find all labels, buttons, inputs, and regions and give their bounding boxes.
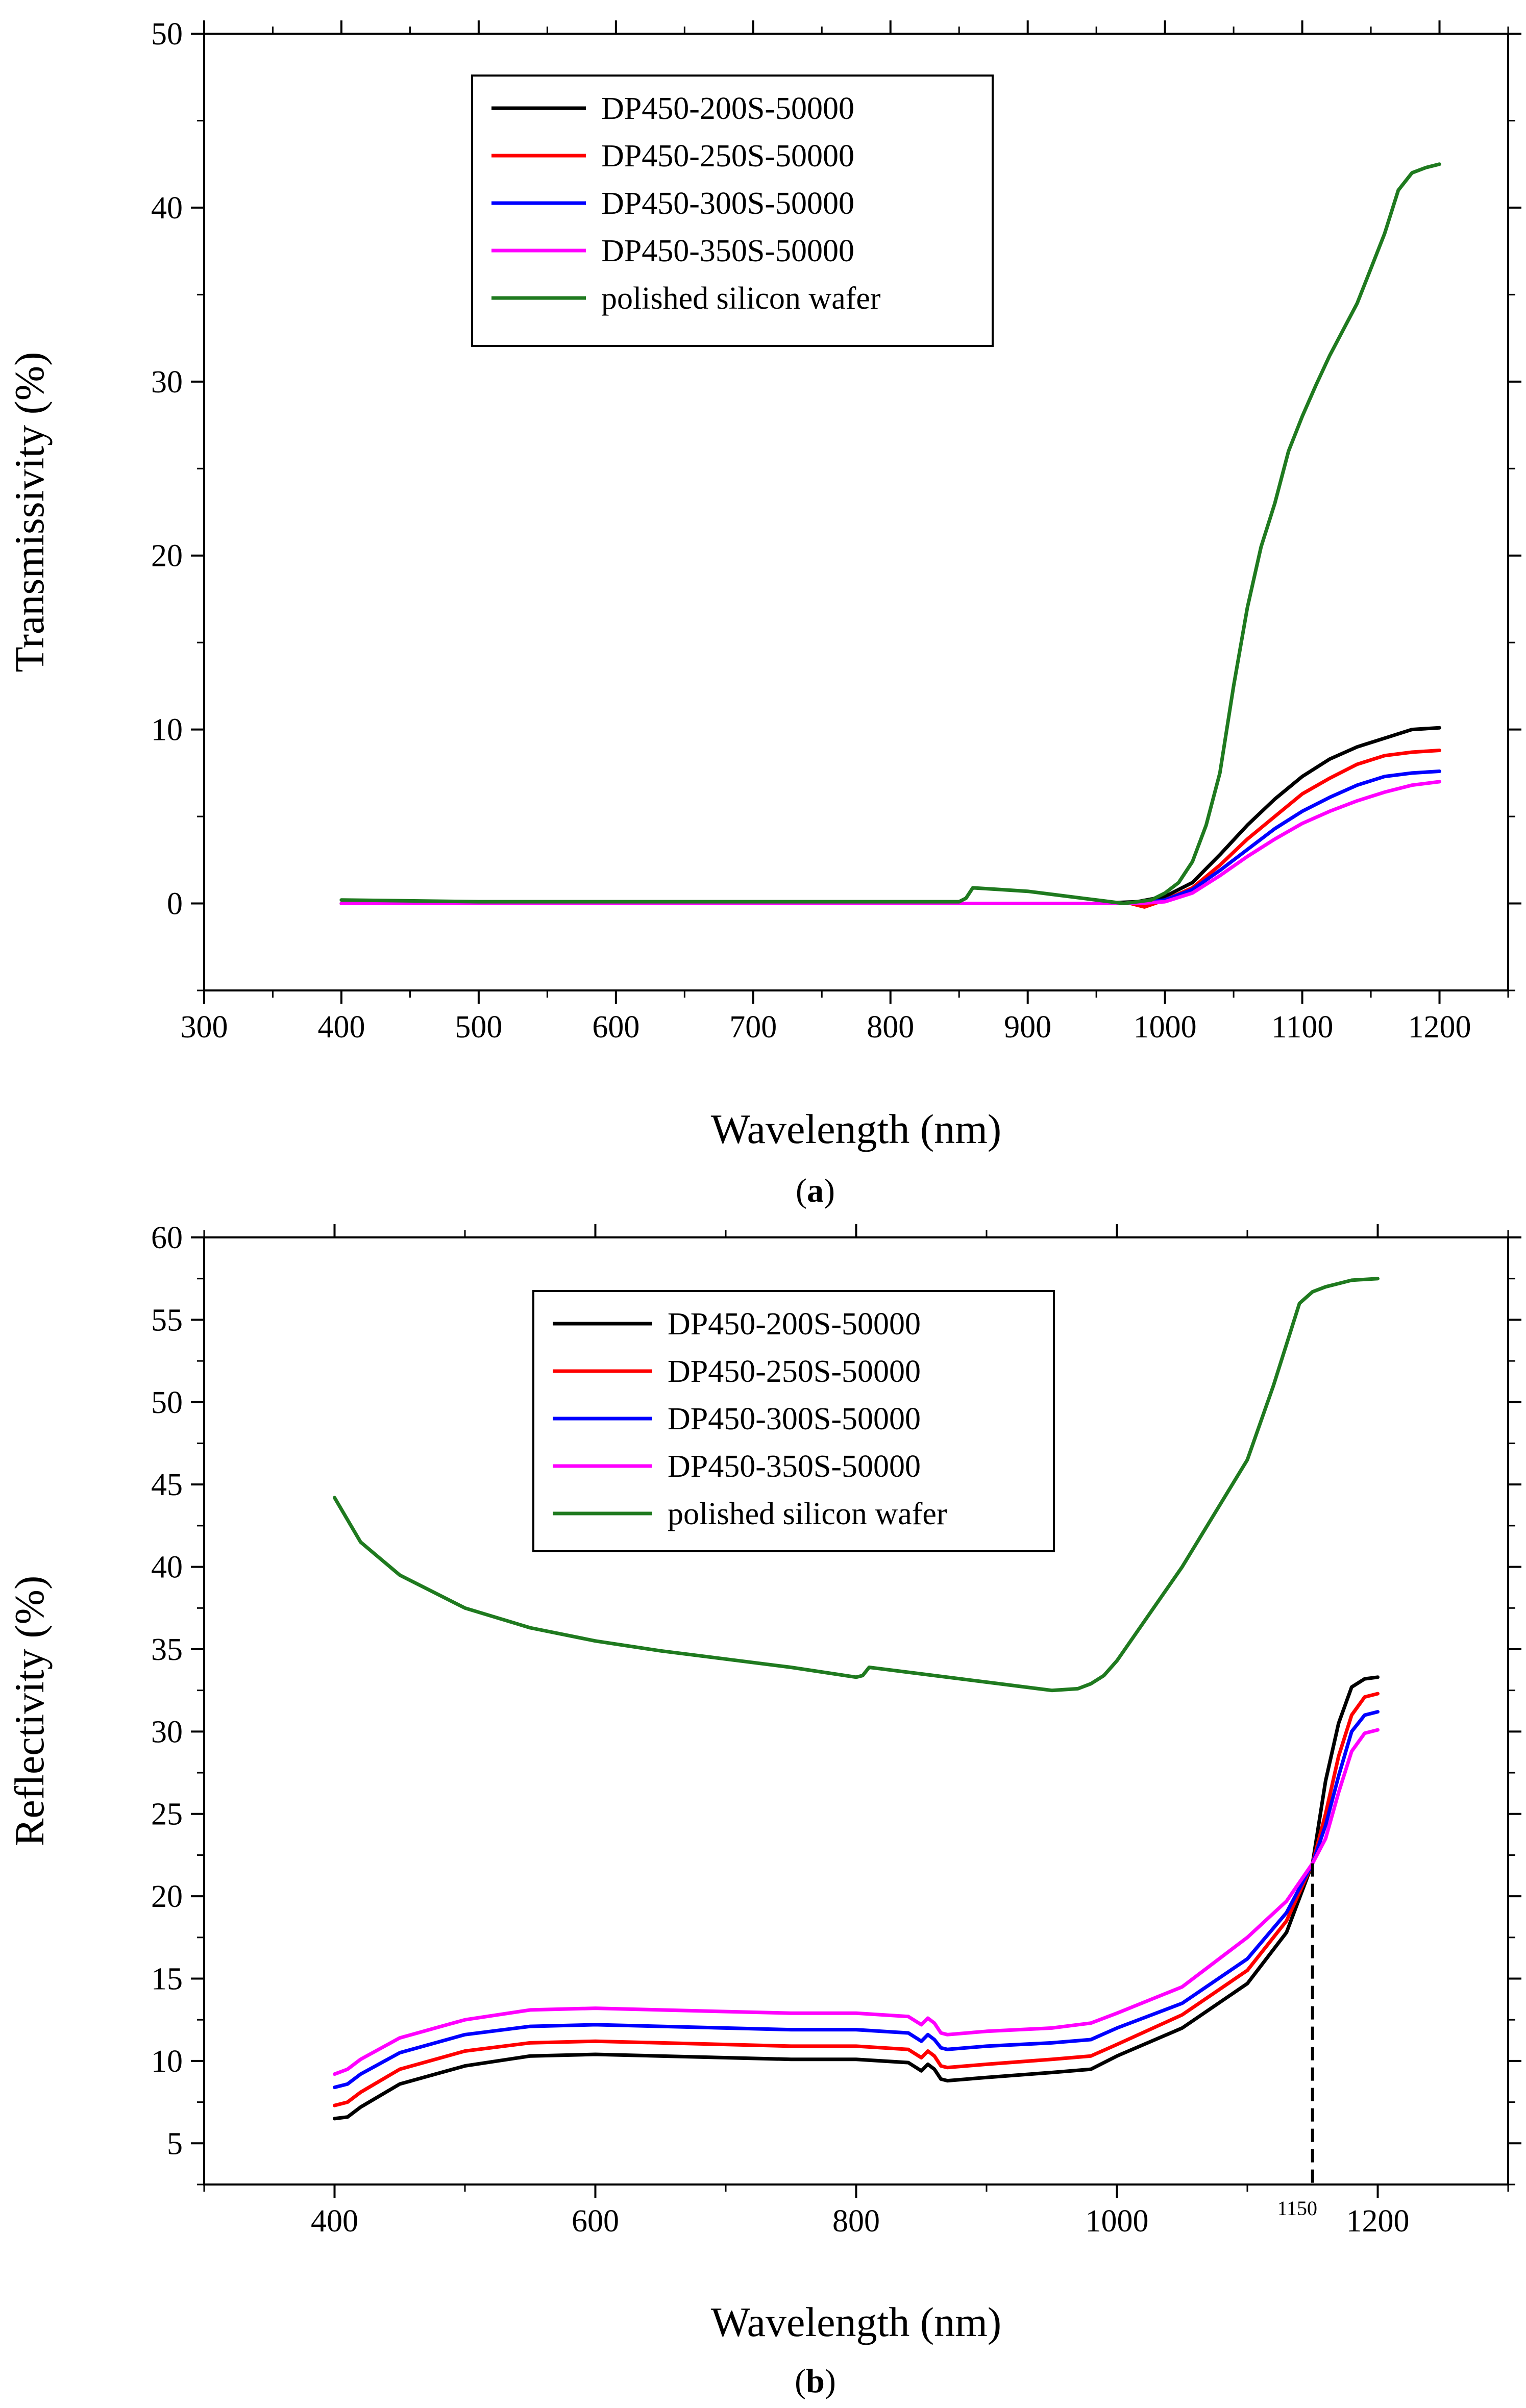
chart-a-x-tick-label: 1100 [1271, 1010, 1334, 1045]
chart-b-legend-label-2: DP450-250S-50000 [668, 1354, 921, 1389]
chart-a-x-tick-label: 900 [1004, 1010, 1051, 1045]
chart-a-legend-label-3: DP450-300S-50000 [601, 186, 854, 221]
chart-b-y-tick-label: 15 [151, 1962, 183, 1997]
chart-b-reflectivity: 400 600 800 1000 1200 5 10 15 20 25 30 35 40 45 50 55 60… [6, 1221, 1521, 2400]
chart-a-x-tick-label: 1200 [1408, 1010, 1471, 1045]
chart-b-legend-box [532, 1290, 1055, 1552]
chart-b-annotation-label: 1150 [1277, 2197, 1317, 2220]
chart-b-y-tick-label: 40 [151, 1550, 183, 1585]
chart-a-y-tick-label: 30 [151, 365, 183, 400]
chart-b-series-line-3 [333, 1710, 1380, 2090]
chart-a-legend-box [471, 75, 994, 347]
chart-a-y-tick-label: 20 [151, 539, 183, 574]
chart-a-x-tick-label: 800 [867, 1010, 914, 1045]
chart-b-legend-label-3: DP450-300S-50000 [668, 1402, 921, 1436]
chart-b-x-tick-label: 1200 [1346, 2204, 1410, 2239]
chart-a-legend-label-5: polished silicon wafer [601, 281, 881, 316]
chart-a-transmissivity: 300 400 500 600 700 800 900 1000 1100 1200 0 10 20 30… [6, 17, 1521, 1209]
chart-a-x-tick-label: 700 [729, 1010, 777, 1045]
chart-b-caption: (b) [795, 2363, 836, 2400]
chart-a-y-tick-label: 40 [151, 191, 183, 226]
chart-b-x-tick-label: 1000 [1086, 2204, 1149, 2239]
chart-a-y-axis-title: Transmissivity (%) [6, 352, 53, 673]
chart-b-legend-label-1: DP450-200S-50000 [668, 1307, 921, 1342]
chart-b-x-axis-title: Wavelength (nm) [711, 2299, 1001, 2345]
chart-b-x-tick-label: 400 [311, 2204, 358, 2239]
chart-a-plot-frame [203, 33, 1509, 991]
chart-b-y-axis-title: Reflectivity (%) [6, 1576, 53, 1847]
chart-b-series-line-2 [333, 1692, 1380, 2107]
chart-a-x-tick-label: 1000 [1134, 1010, 1197, 1045]
chart-b-y-tick-label: 35 [151, 1632, 183, 1667]
chart-b-y-tick-label: 5 [167, 2126, 183, 2161]
chart-a-y-tick-label: 50 [151, 17, 183, 52]
chart-b-y-tick-label: 30 [151, 1715, 183, 1749]
chart-a-y-tick-label: 0 [167, 887, 183, 922]
chart-b-x-tick-label: 600 [572, 2204, 619, 2239]
chart-a-series-line-5 [339, 162, 1441, 905]
chart-b-y-tick-label: 45 [151, 1468, 183, 1502]
chart-b-series-line-4 [333, 1728, 1380, 2076]
chart-b-y-tick-label: 10 [151, 2044, 183, 2079]
chart-b-legend-label-5: polished silicon wafer [668, 1497, 947, 1531]
chart-b-y-tick-label: 25 [151, 1797, 183, 1832]
chart-b-y-tick-label: 20 [151, 1879, 183, 1914]
chart-b-x-tick-label: 800 [832, 2204, 880, 2239]
chart-b-series-line-1 [333, 1675, 1380, 2121]
chart-a-x-axis-title: Wavelength (nm) [711, 1106, 1001, 1152]
chart-b-y-tick-label: 55 [151, 1303, 183, 1337]
chart-a-y-tick-label: 10 [151, 713, 183, 748]
chart-a-x-tick-label: 300 [181, 1010, 228, 1045]
chart-b-legend-label-4: DP450-350S-50000 [668, 1449, 921, 1484]
chart-a-x-tick-label: 400 [317, 1010, 365, 1045]
chart-a-x-tick-label: 600 [592, 1010, 639, 1045]
chart-a-legend-label-2: DP450-250S-50000 [601, 139, 854, 173]
chart-b-y-tick-label: 60 [151, 1221, 183, 1255]
chart-b-y-tick-label: 50 [151, 1385, 183, 1420]
chart-a-caption: (a) [796, 1172, 835, 1209]
chart-a-legend-label-4: DP450-350S-50000 [601, 234, 854, 268]
chart-a-x-tick-label: 500 [455, 1010, 502, 1045]
chart-a-legend-label-1: DP450-200S-50000 [601, 91, 854, 126]
chart-b-series-line-5 [333, 1277, 1380, 1693]
